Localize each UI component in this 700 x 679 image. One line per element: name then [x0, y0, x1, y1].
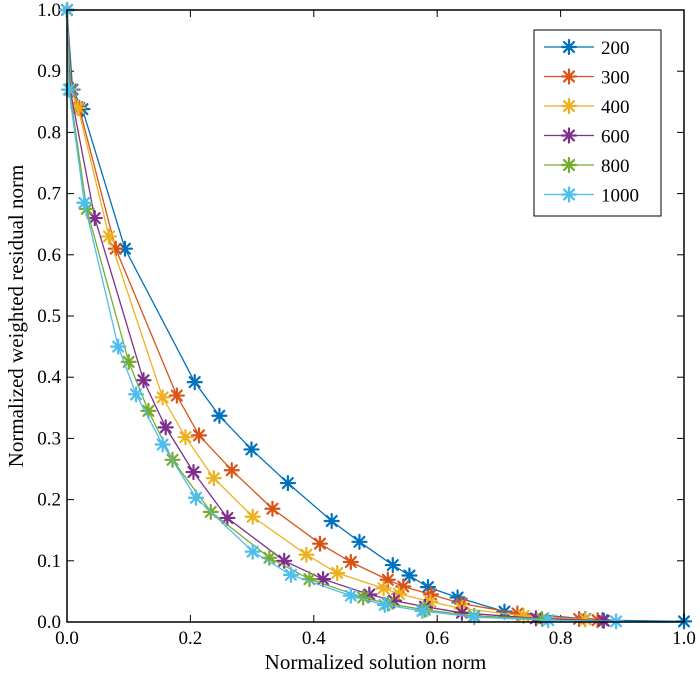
legend-label: 200	[601, 38, 630, 59]
data-point-300	[168, 387, 185, 404]
data-point-1000	[282, 566, 300, 583]
data-point-300	[311, 535, 329, 552]
y-tick-label: 0.3	[37, 428, 61, 449]
x-tick-label: 0.8	[549, 628, 573, 649]
y-tick-label: 0.1	[37, 551, 61, 572]
data-point-400	[100, 228, 118, 245]
data-point-200	[279, 474, 296, 492]
data-point-1000	[128, 386, 145, 403]
data-point-600	[219, 509, 236, 527]
legend-entry-300: 300	[544, 68, 630, 89]
legend-box	[533, 29, 662, 217]
legend-label: 1000	[601, 186, 639, 207]
series-line-400	[66, 9, 586, 621]
data-point-200	[243, 441, 260, 458]
data-point-1000	[154, 436, 171, 453]
data-point-1000	[540, 612, 557, 629]
y-tick-label: 0.2	[37, 490, 61, 511]
legend-marker	[560, 127, 578, 144]
data-point-600	[185, 463, 202, 481]
data-point-1000	[110, 338, 127, 355]
data-point-200	[384, 556, 401, 574]
data-point-200	[323, 512, 340, 530]
data-point-400	[329, 564, 346, 582]
y-tick-label: 1.0	[37, 0, 61, 21]
data-point-200	[351, 533, 368, 550]
x-tick-label: 0.6	[425, 628, 449, 649]
y-tick-label: 0.7	[37, 184, 61, 205]
y-tick-label: 0.4	[37, 367, 61, 388]
legend: 200 300 400 600 800 1000	[533, 29, 662, 217]
data-point-300	[264, 500, 281, 517]
x-tick-label: 0.4	[302, 628, 326, 649]
legend-marker	[560, 156, 578, 174]
data-point-200	[211, 407, 228, 424]
data-point-400	[244, 508, 261, 525]
legend-label: 600	[601, 127, 630, 148]
legend-marker	[560, 186, 578, 203]
data-point-400	[205, 470, 222, 487]
legend-marker	[560, 97, 578, 115]
data-point-1000	[76, 194, 93, 211]
data-point-1000	[466, 609, 483, 626]
data-point-1000	[414, 602, 431, 620]
data-point-1000	[244, 543, 261, 560]
legend-label: 300	[601, 68, 630, 89]
data-point-400	[154, 389, 171, 406]
legend-label: 400	[601, 97, 630, 118]
data-point-800	[140, 402, 157, 419]
legend-entry-1000: 1000	[544, 186, 639, 207]
data-point-300	[190, 427, 208, 444]
x-tick-labels: 0.0 0.2 0.4 0.6 0.8 1.0	[55, 628, 696, 649]
y-axis-label: Normalized weighted residual norm	[4, 165, 28, 468]
y-tick-labels: 0.0 0.1 0.2 0.3 0.4 0.5 0.6 0.7 0.8 0.9 1.0	[37, 0, 61, 633]
data-point-400	[515, 607, 532, 624]
data-point-400	[298, 546, 315, 563]
data-point-300	[223, 462, 240, 479]
data-point-200	[186, 373, 203, 391]
y-tick-label: 0.5	[37, 306, 61, 327]
x-tick-label: 0.2	[179, 628, 203, 649]
x-tick-label: 1.0	[672, 628, 696, 649]
series-layer	[58, 1, 693, 630]
data-point-1000	[60, 81, 77, 98]
legend-marker	[560, 38, 578, 56]
legend-entry-800: 800	[544, 156, 630, 177]
data-point-400	[177, 429, 194, 446]
data-point-1000	[342, 587, 359, 604]
legend-label: 800	[601, 156, 630, 177]
data-point-800	[261, 549, 278, 566]
x-axis-label: Normalized solution norm	[265, 650, 487, 674]
y-tick-label: 0.8	[37, 122, 61, 143]
legend-marker	[560, 68, 578, 85]
legend-entry-200: 200	[544, 38, 630, 59]
y-tick-label: 0.9	[37, 61, 61, 82]
x-tick-label: 0.0	[55, 628, 79, 649]
data-point-1000	[376, 596, 393, 613]
data-point-200	[401, 567, 418, 584]
plot-frame	[66, 9, 685, 623]
data-point-400	[375, 580, 392, 597]
legend-entry-600: 600	[544, 127, 630, 148]
data-point-1000	[187, 489, 205, 506]
y-tick-label: 0.6	[37, 245, 61, 266]
data-point-600	[135, 372, 152, 389]
data-point-300	[342, 553, 359, 571]
data-point-600	[157, 419, 174, 436]
legend-entry-400: 400	[544, 97, 630, 118]
y-tick-label: 0.0	[37, 612, 61, 633]
